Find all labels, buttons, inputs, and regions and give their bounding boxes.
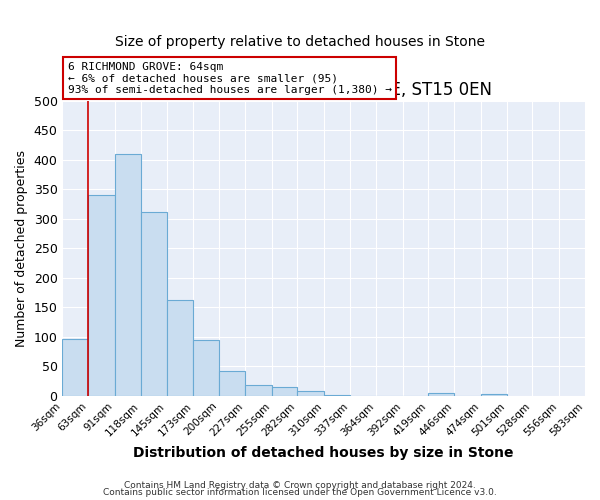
Text: Contains public sector information licensed under the Open Government Licence v3: Contains public sector information licen… [103, 488, 497, 497]
Bar [324, 395, 350, 396]
Title: 6, RICHMOND GROVE, STONE, ST15 0EN: 6, RICHMOND GROVE, STONE, ST15 0EN [155, 82, 492, 100]
Bar [193, 340, 219, 396]
Bar [62, 338, 88, 396]
Bar [245, 384, 272, 396]
Bar [428, 393, 454, 396]
Bar [272, 387, 298, 396]
Bar [167, 300, 193, 396]
Bar [298, 391, 324, 396]
Bar [141, 212, 167, 396]
X-axis label: Distribution of detached houses by size in Stone: Distribution of detached houses by size … [133, 446, 514, 460]
Text: 6 RICHMOND GROVE: 64sqm
← 6% of detached houses are smaller (95)
93% of semi-det: 6 RICHMOND GROVE: 64sqm ← 6% of detached… [68, 62, 392, 95]
Bar [115, 154, 141, 396]
Text: Contains HM Land Registry data © Crown copyright and database right 2024.: Contains HM Land Registry data © Crown c… [124, 480, 476, 490]
Y-axis label: Number of detached properties: Number of detached properties [15, 150, 28, 347]
Bar [88, 194, 115, 396]
Bar [481, 394, 506, 396]
Text: Size of property relative to detached houses in Stone: Size of property relative to detached ho… [115, 35, 485, 49]
Bar [219, 371, 245, 396]
